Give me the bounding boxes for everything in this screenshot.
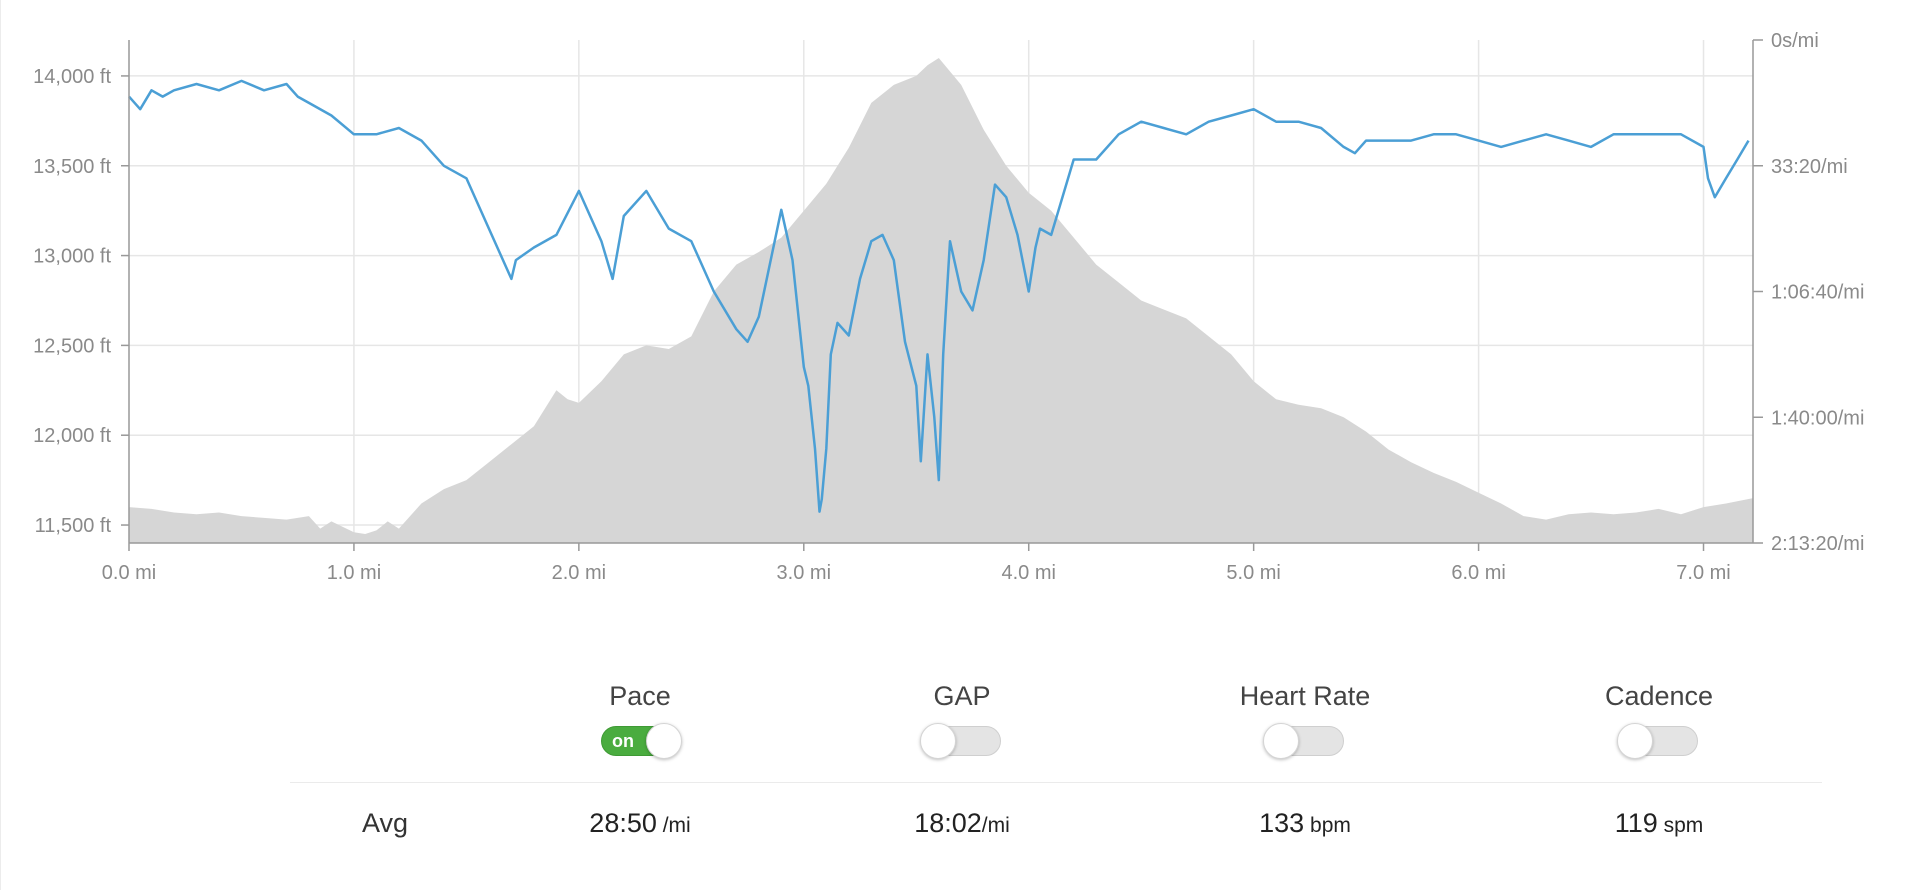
y-right-tick-label: 33:20/mi [1771, 156, 1848, 178]
x-tick-label: 2.0 mi [552, 562, 606, 584]
elevation-area-layer [129, 58, 1753, 543]
pace-toggle[interactable]: on [601, 723, 682, 759]
y-right-tick-label: 2:13:20/mi [1771, 533, 1864, 555]
avg-gap: 18:02/mi [842, 808, 1082, 839]
y-left-tick-label: 11,500 ft [35, 515, 112, 537]
metric-heart-rate: Heart Rate [1185, 680, 1425, 761]
metric-cadence-label: Cadence [1604, 681, 1714, 711]
pace-toggle-state: on [612, 731, 634, 751]
y-right-tick-label: 1:06:40/mi [1771, 282, 1864, 304]
avg-cadence: 119 spm [1539, 808, 1779, 839]
chart-tick-labels: 0.0 mi 1.0 mi 2.0 mi 3.0 mi 4.0 mi 5.0 mi 6.0 … [33, 30, 1864, 584]
x-tick-label: 3.0 mi [777, 562, 831, 584]
y-left-tick-label: 13,500 ft [33, 156, 111, 178]
x-tick-label: 7.0 mi [1676, 562, 1730, 584]
x-tick-label: 6.0 mi [1451, 562, 1505, 584]
y-left-tick-label: 12,000 ft [33, 425, 111, 447]
avg-heart-rate-unit: bpm [1304, 814, 1351, 837]
heart-rate-toggle-knob [1263, 723, 1299, 759]
pace-line [128, 79, 1750, 513]
panel-left-border [0, 0, 1, 890]
pace-line-layer [128, 79, 1750, 513]
pace-toggle-knob [646, 723, 682, 759]
gap-toggle[interactable] [920, 723, 1001, 759]
x-tick-label: 4.0 mi [1001, 562, 1055, 584]
avg-heart-rate-value: 133 [1259, 808, 1305, 838]
avg-cadence-unit: spm [1657, 814, 1704, 837]
metric-gap-label: GAP [933, 681, 991, 711]
elevation-pace-chart: 0.0 mi 1.0 mi 2.0 mi 3.0 mi 4.0 mi 5.0 mi 6.0 … [33, 30, 1864, 584]
avg-pace-value: 28:50 [589, 808, 657, 838]
y-right-tick-label: 0s/mi [1771, 30, 1819, 52]
avg-pace: 28:50 /mi [520, 808, 760, 839]
chart-axes [121, 39, 1763, 551]
avg-label: Avg [361, 808, 409, 838]
x-tick-label: 5.0 mi [1226, 562, 1280, 584]
avg-gap-value: 18:02 [914, 808, 982, 838]
y-right-tick-label: 1:40:00/mi [1771, 407, 1864, 429]
y-left-tick-label: 13,000 ft [33, 246, 111, 268]
metric-pace-label: Pace [609, 681, 671, 711]
avg-cadence-value: 119 [1614, 808, 1658, 838]
avg-heart-rate: 133 bpm [1185, 808, 1425, 839]
metric-pace: Pace on [520, 680, 760, 761]
y-left-tick-label: 12,500 ft [33, 335, 111, 357]
metric-cadence: Cadence [1539, 680, 1779, 761]
metric-heart-rate-label: Heart Rate [1239, 681, 1371, 711]
cadence-toggle-knob [1617, 723, 1653, 759]
cadence-toggle[interactable] [1617, 723, 1698, 759]
x-tick-label: 0.0 mi [102, 562, 156, 584]
metric-gap: GAP [842, 680, 1082, 761]
elevation-area [129, 58, 1753, 543]
stats-divider [290, 782, 1822, 783]
avg-gap-unit: /mi [981, 814, 1010, 837]
avg-pace-unit: /mi [656, 814, 691, 837]
heart-rate-toggle[interactable] [1263, 723, 1344, 759]
y-left-tick-label: 14,000 ft [33, 66, 111, 88]
gap-toggle-knob [920, 723, 956, 759]
x-tick-label: 1.0 mi [327, 562, 381, 584]
